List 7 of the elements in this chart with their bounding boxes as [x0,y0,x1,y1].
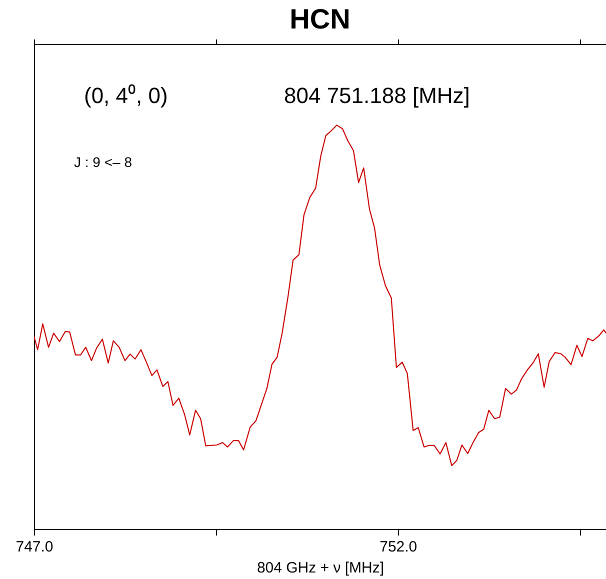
text: 804 751.188 [MHz] [284,83,470,108]
x-tick-label: 747.0 [16,538,54,556]
annotation: J : 9 <– 8 [74,154,132,170]
x-tick-label: 752.0 [380,538,418,556]
x-axis-title: 804 GHz + ν [MHz] [256,560,384,576]
chart-title: HCN [290,4,350,34]
text: (0, 4⁰, 0) [84,83,168,108]
